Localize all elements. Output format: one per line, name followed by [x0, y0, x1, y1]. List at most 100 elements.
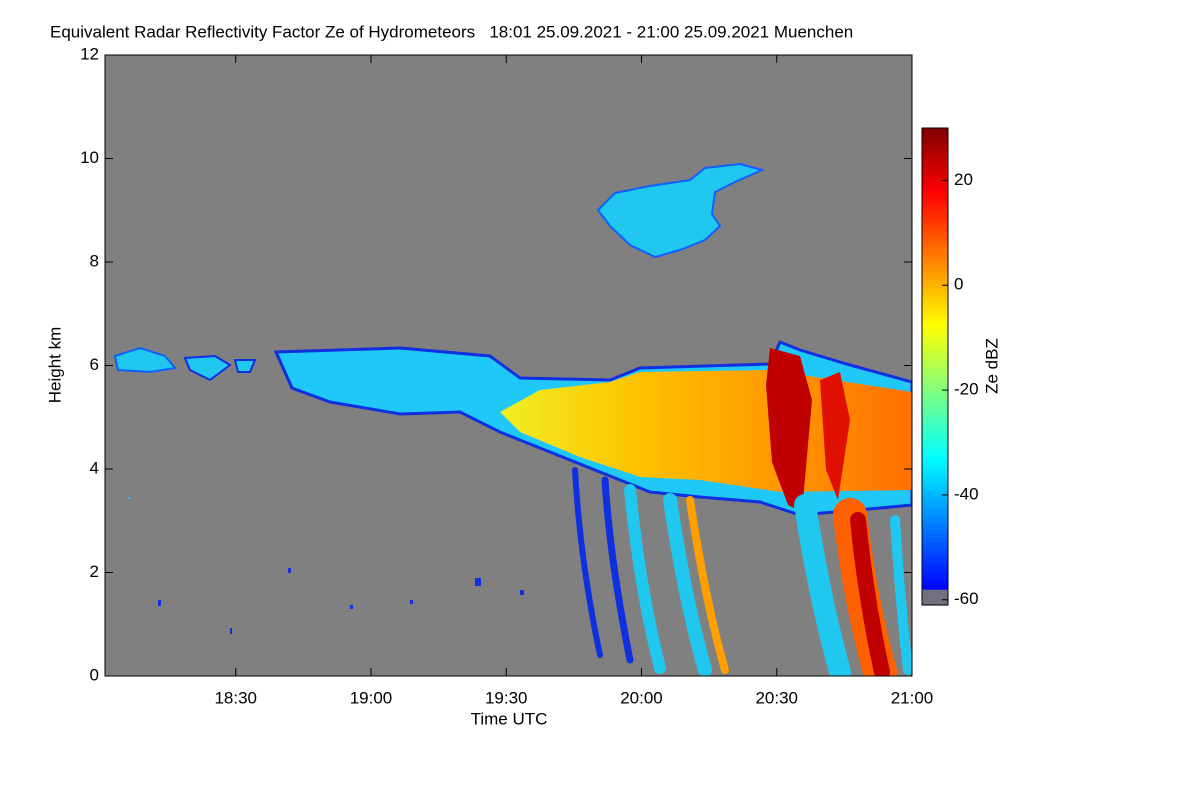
- colorbar-slice: [922, 143, 948, 149]
- colorbar-slice: [922, 366, 948, 372]
- x-axis-label: Time UTC: [471, 709, 548, 728]
- colorbar-slice: [922, 517, 948, 523]
- colorbar-slice: [922, 406, 948, 411]
- colorbar-slice: [922, 298, 948, 304]
- colorbar-slice: [922, 565, 948, 570]
- colorbar-slice: [922, 434, 948, 439]
- colorbar-slice: [922, 207, 948, 213]
- colorbar-slice: [922, 585, 948, 590]
- colorbar-slice: [922, 283, 948, 288]
- colorbar-slice: [922, 223, 948, 228]
- colorbar-slice: [922, 581, 948, 586]
- colorbar-slice: [922, 493, 948, 499]
- colorbar-slice: [922, 513, 948, 519]
- colorbar-slice: [922, 199, 948, 205]
- colorbar-slice: [922, 382, 948, 387]
- y-tick-label: 6: [90, 355, 99, 374]
- colorbar-tick-label: -20: [954, 380, 979, 399]
- colorbar-slice: [922, 342, 948, 348]
- colorbar: [922, 128, 948, 606]
- colorbar-slice: [922, 215, 948, 221]
- x-tick-label: 21:00: [891, 688, 934, 707]
- colorbar-slice: [922, 410, 948, 415]
- x-tick-label: 19:30: [485, 688, 528, 707]
- colorbar-slice: [922, 275, 948, 280]
- colorbar-tick-label: 0: [954, 275, 963, 294]
- colorbar-slice: [922, 561, 948, 566]
- colorbar-slice: [922, 318, 948, 324]
- y-axis-label: Height km: [45, 327, 64, 404]
- y-tick-label: 8: [90, 251, 99, 270]
- colorbar-slice: [922, 271, 948, 276]
- colorbar-slice: [922, 390, 948, 395]
- colorbar-slice: [922, 430, 948, 435]
- colorbar-slice: [922, 533, 948, 539]
- colorbar-slice: [922, 422, 948, 427]
- colorbar-slice: [922, 251, 948, 256]
- colorbar-slice: [922, 449, 948, 455]
- colorbar-slice: [922, 334, 948, 340]
- colorbar-slice: [922, 231, 948, 236]
- colorbar-slice: [922, 573, 948, 578]
- colorbar-slice: [922, 191, 948, 197]
- colorbar-tick-label: 20: [954, 170, 973, 189]
- colorbar-slice: [922, 597, 948, 602]
- x-tick-label: 20:30: [755, 688, 798, 707]
- colorbar-slice: [922, 545, 948, 550]
- colorbar-slice: [922, 151, 948, 157]
- colorbar-slice: [922, 465, 948, 471]
- colorbar-slice: [922, 219, 948, 224]
- colorbar-slice: [922, 426, 948, 431]
- colorbar-slice: [922, 211, 948, 217]
- colorbar-slice: [922, 239, 948, 244]
- colorbar-slice: [922, 187, 948, 193]
- colorbar-slice: [922, 302, 948, 308]
- chart-title: Equivalent Radar Reflectivity Factor Ze …: [50, 22, 853, 41]
- colorbar-slice: [922, 593, 948, 598]
- colorbar-slice: [922, 350, 948, 356]
- colorbar-slice: [922, 553, 948, 558]
- colorbar-slice: [922, 195, 948, 201]
- colorbar-slice: [922, 386, 948, 391]
- colorbar-frame: [921, 127, 949, 606]
- colorbar-slice: [922, 469, 948, 475]
- colorbar-slice: [922, 131, 948, 137]
- colorbar-slice: [922, 557, 948, 562]
- colorbar-slice: [922, 358, 948, 364]
- colorbar-slice: [922, 279, 948, 284]
- colorbar-slice: [922, 354, 948, 360]
- colorbar-slice: [922, 330, 948, 336]
- colorbar-slice: [922, 183, 948, 189]
- colorbar-slice: [922, 589, 948, 594]
- colorbar-slice: [922, 549, 948, 554]
- colorbar-slice: [922, 497, 948, 503]
- colorbar-slice: [922, 477, 948, 483]
- colorbar-slice: [922, 294, 948, 300]
- colorbar-slice: [922, 398, 948, 403]
- colorbar-slice: [922, 489, 948, 495]
- colorbar-slice: [922, 569, 948, 574]
- colorbar-slice: [922, 255, 948, 260]
- colorbar-slice: [922, 394, 948, 399]
- colorbar-slice: [922, 438, 948, 443]
- colorbar-slice: [922, 461, 948, 467]
- colorbar-slice: [922, 529, 948, 535]
- colorbar-slice: [922, 179, 948, 185]
- y-tick-label: 4: [90, 458, 99, 477]
- colorbar-slice: [922, 171, 948, 177]
- colorbar-slice: [922, 414, 948, 419]
- colorbar-slice: [922, 267, 948, 272]
- colorbar-slice: [922, 128, 948, 133]
- colorbar-slice: [922, 263, 948, 268]
- colorbar-slice: [922, 175, 948, 181]
- x-tick-label: 19:00: [350, 688, 393, 707]
- colorbar-slice: [922, 541, 948, 546]
- y-tick-label: 12: [80, 44, 99, 63]
- colorbar-slice: [922, 370, 948, 376]
- colorbar-slice: [922, 362, 948, 368]
- colorbar-slice: [922, 314, 948, 320]
- colorbar-slice: [922, 235, 948, 240]
- colorbar-slice: [922, 537, 948, 542]
- colorbar-slice: [922, 139, 948, 145]
